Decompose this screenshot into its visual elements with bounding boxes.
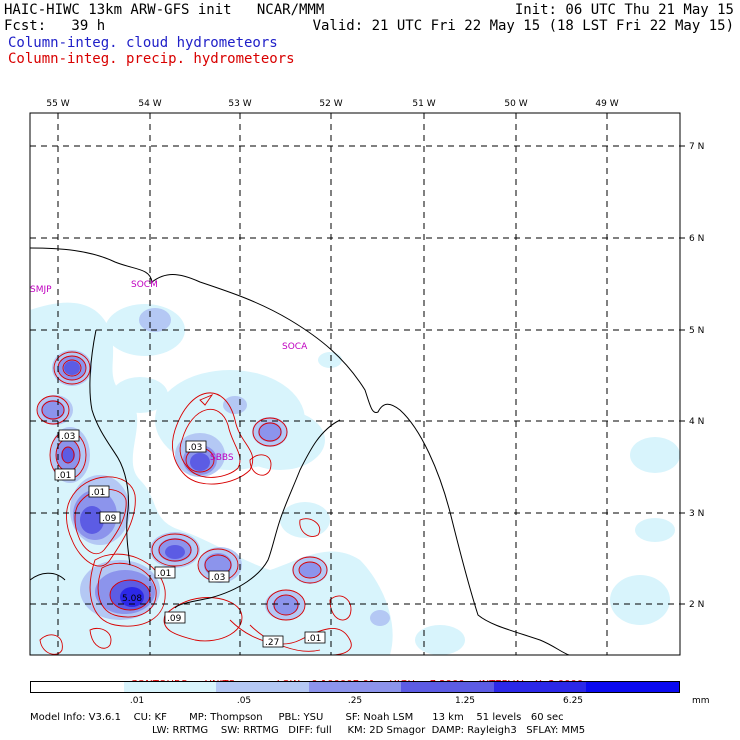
colorbar-segment xyxy=(308,682,402,692)
lon-label: 54 W xyxy=(138,99,161,109)
lat-labels: 7 N 6 N 5 N 4 N 3 N 2 N xyxy=(689,142,704,610)
shade-level-5 xyxy=(120,587,144,607)
colorbar-segment xyxy=(123,682,217,692)
lat-label: 2 N xyxy=(689,600,704,610)
station-label: SBBS xyxy=(210,453,234,463)
map-frame xyxy=(29,112,681,656)
lat-label: 5 N xyxy=(689,326,704,336)
colorbar-label: 1.25 xyxy=(454,696,476,706)
contour-value: .27 xyxy=(265,638,279,648)
contour-value: .09 xyxy=(167,614,182,624)
lat-label: 7 N xyxy=(689,142,704,152)
coastline xyxy=(30,247,571,655)
colorbar xyxy=(30,681,680,693)
contour-value-labels: .03 .03 .01 .01 .09 .01 .03 .09 .27 .01 … xyxy=(54,429,326,648)
colorbar-label: .05 xyxy=(236,696,252,706)
colorbar-unit: mm xyxy=(692,696,710,706)
model-info-line2: LW: RRTMG SW: RRTMG DIFF: full KM: 2D Sm… xyxy=(152,725,586,736)
contour-value: .01 xyxy=(91,488,105,498)
lat-label: 4 N xyxy=(689,417,704,427)
lat-label: 3 N xyxy=(689,509,704,519)
colorbar-segment xyxy=(586,682,680,692)
valid-time: Valid: 21 UTC Fri 22 May 15 (18 LST Fri … xyxy=(312,18,734,34)
field-precip-label: Column-integ. precip. hydrometeors xyxy=(8,51,295,67)
colorbar-segment xyxy=(493,682,587,692)
colorbar-label: .01 xyxy=(129,696,145,706)
station-labels: SMJP SOCM SOCA SBBS xyxy=(30,280,308,463)
contour-value: .01 xyxy=(57,471,71,481)
contour-value: .01 xyxy=(157,569,171,579)
station-label: SOCM xyxy=(131,280,158,290)
station-label: SOCA xyxy=(282,342,308,352)
axis-ticks xyxy=(680,145,685,605)
contour-value: .03 xyxy=(61,432,75,442)
station-label: SMJP xyxy=(30,285,52,295)
lon-label: 49 W xyxy=(595,99,618,109)
init-time: Init: 06 UTC Thu 21 May 15 xyxy=(514,2,734,18)
lon-label: 50 W xyxy=(504,99,527,109)
contour-value: .09 xyxy=(102,514,117,524)
colorbar-segment xyxy=(401,682,494,692)
lat-label: 6 N xyxy=(689,234,704,244)
colorbar-segment xyxy=(216,682,309,692)
latlon-grid xyxy=(30,113,680,655)
colorbar-label: .25 xyxy=(347,696,363,706)
contour-value: .03 xyxy=(188,443,202,453)
model-info-line1: Model Info: V3.6.1 CU: KF MP: Thompson P… xyxy=(30,712,564,723)
contour-value-max: 5.08 xyxy=(122,594,142,604)
precip-contours xyxy=(36,351,352,655)
lon-label: 55 W xyxy=(46,99,69,109)
contour-value: .01 xyxy=(307,634,321,644)
field-cloud-label: Column-integ. cloud hydrometeors xyxy=(8,35,278,51)
forecast-hour: Fcst: 39 h xyxy=(4,18,106,34)
lon-labels: 55 W 54 W 53 W 52 W 51 W 50 W 49 W xyxy=(46,99,618,109)
lon-label: 53 W xyxy=(228,99,251,109)
contour-value: .03 xyxy=(211,573,225,583)
plot-title: HAIC-HIWC 13km ARW-GFS init NCAR/MMM xyxy=(4,2,325,18)
lon-label: 52 W xyxy=(319,99,342,109)
colorbar-label: 6.25 xyxy=(562,696,584,706)
colorbar-segment xyxy=(31,682,124,692)
lon-label: 51 W xyxy=(412,99,435,109)
